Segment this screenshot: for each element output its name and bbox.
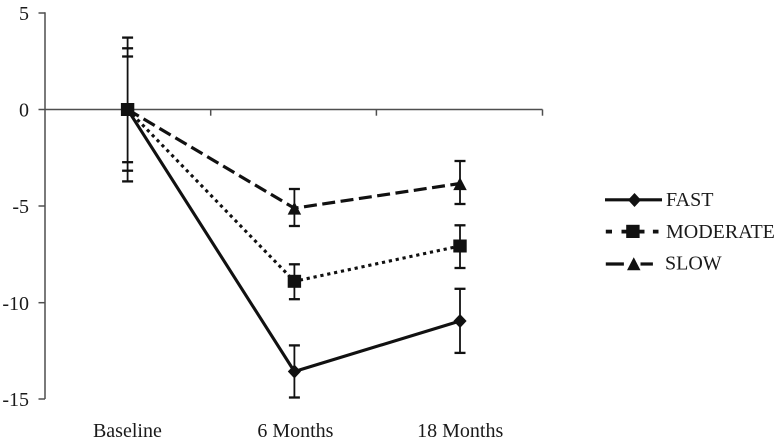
- svg-text:FAST: FAST: [666, 189, 713, 211]
- svg-text:SLOW: SLOW: [665, 252, 722, 274]
- svg-text:-15: -15: [2, 389, 29, 411]
- svg-text:18 Months: 18 Months: [417, 420, 503, 442]
- svg-text:0: 0: [19, 99, 29, 121]
- svg-text:Baseline: Baseline: [93, 420, 162, 442]
- svg-text:MODERATE: MODERATE: [666, 221, 775, 243]
- svg-text:5: 5: [19, 3, 29, 25]
- svg-text:-5: -5: [12, 196, 29, 218]
- svg-text:6 Months: 6 Months: [257, 420, 333, 442]
- svg-text:-10: -10: [2, 293, 29, 315]
